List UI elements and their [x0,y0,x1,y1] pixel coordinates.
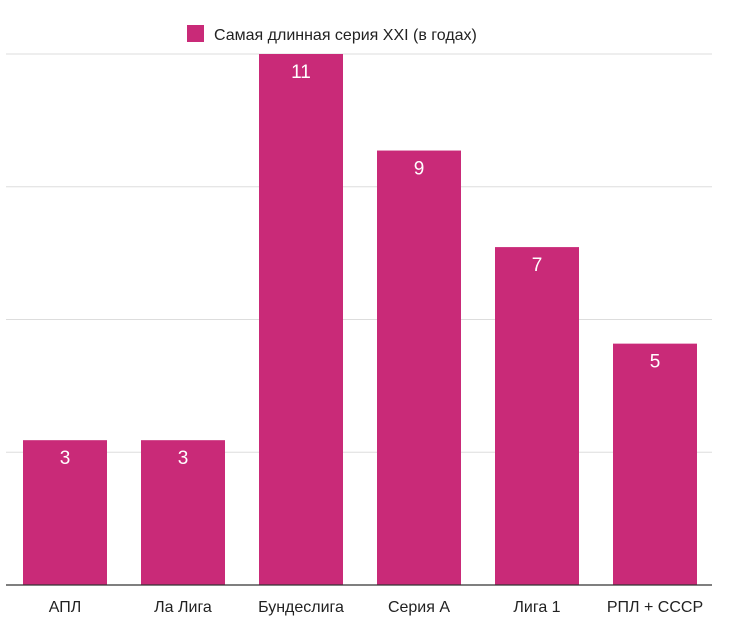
x-tick-label: Бундеслига [258,599,344,616]
x-tick-label: РПЛ + СССР [607,599,703,616]
bar-3 [259,54,343,585]
x-tick-label: АПЛ [49,599,82,616]
data-label: 5 [650,352,661,373]
gridlines [6,53,712,453]
legend-label: Самая длинная серия XXI (в годах) [214,27,477,44]
data-label: 11 [291,62,311,83]
x-tick-label: Ла Лига [154,599,212,616]
bar-5 [495,247,579,585]
bar-6 [613,343,697,585]
x-tick-label: Лига 1 [513,599,560,616]
data-label: 9 [414,159,425,180]
legend-swatch [187,25,204,42]
data-label: 7 [532,255,543,276]
bar-2 [141,440,225,585]
bar-1 [23,440,107,585]
bar-4 [377,150,461,585]
data-label: 3 [60,448,71,469]
x-axis: АПЛ Ла Лига Бундеслига Серия А Лига 1 РПЛ + С… [6,584,712,616]
data-labels: 3 3 11 9 7 5 [60,62,661,469]
x-tick-label: Серия А [388,599,450,616]
data-label: 3 [178,448,189,469]
bars [23,54,697,585]
legend: Самая длинная серия XXI (в годах) [187,25,477,44]
